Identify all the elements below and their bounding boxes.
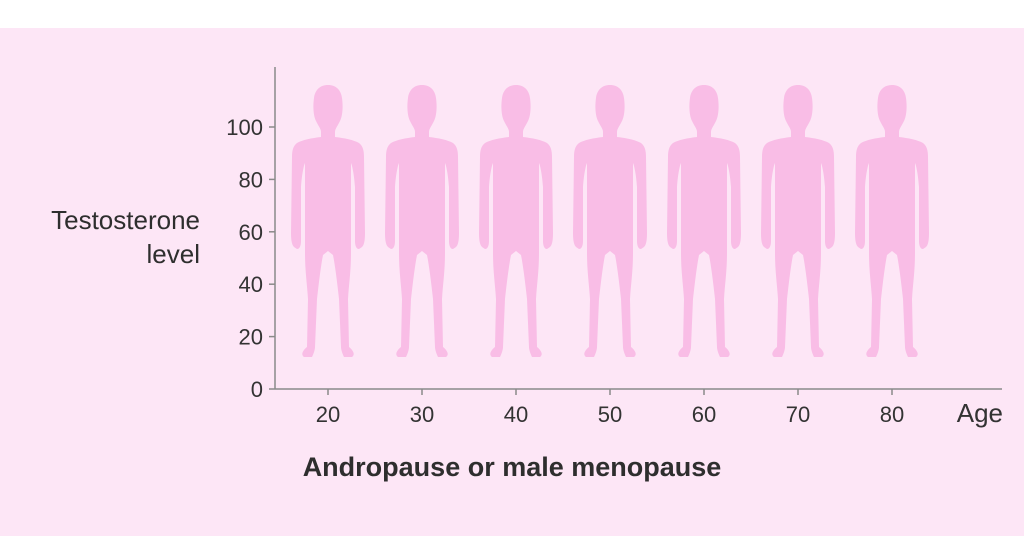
x-tick-label: 70 (786, 402, 810, 427)
figure-silhouette (573, 85, 647, 357)
bar-age-20 (291, 85, 365, 357)
x-tick-label: 40 (504, 402, 528, 427)
figure-silhouette (667, 85, 741, 357)
figure-silhouette (479, 85, 553, 357)
axes (269, 67, 1002, 395)
bar-age-30 (385, 85, 459, 357)
figure-silhouette (855, 85, 929, 357)
y-tick-label: 0 (251, 377, 263, 402)
bars (291, 85, 929, 357)
y-tick-label: 20 (239, 325, 263, 350)
bar-age-80 (855, 85, 929, 357)
x-tick-label: 80 (880, 402, 904, 427)
bar-age-70 (761, 85, 835, 357)
x-tick-label: 60 (692, 402, 716, 427)
y-tick-label: 80 (239, 167, 263, 192)
figure-silhouette (385, 85, 459, 357)
figure-silhouette (291, 85, 365, 357)
y-tick-label: 100 (226, 115, 263, 140)
x-tick-label: 50 (598, 402, 622, 427)
y-tick-label: 60 (239, 220, 263, 245)
figure-silhouette (761, 85, 835, 357)
y-tick-label: 40 (239, 272, 263, 297)
x-axis-label: Age (957, 398, 1003, 428)
bar-age-50 (573, 85, 647, 357)
tick-labels: 0 20 40 60 80 100 20 30 40 50 60 70 80 (226, 115, 904, 427)
bar-age-60 (667, 85, 741, 357)
chart-title: Andropause or male menopause (302, 452, 722, 482)
bar-age-40 (479, 85, 553, 357)
y-axis-label: Testosterone level (51, 205, 200, 269)
x-tick-label: 30 (410, 402, 434, 427)
x-tick-label: 20 (316, 402, 340, 427)
